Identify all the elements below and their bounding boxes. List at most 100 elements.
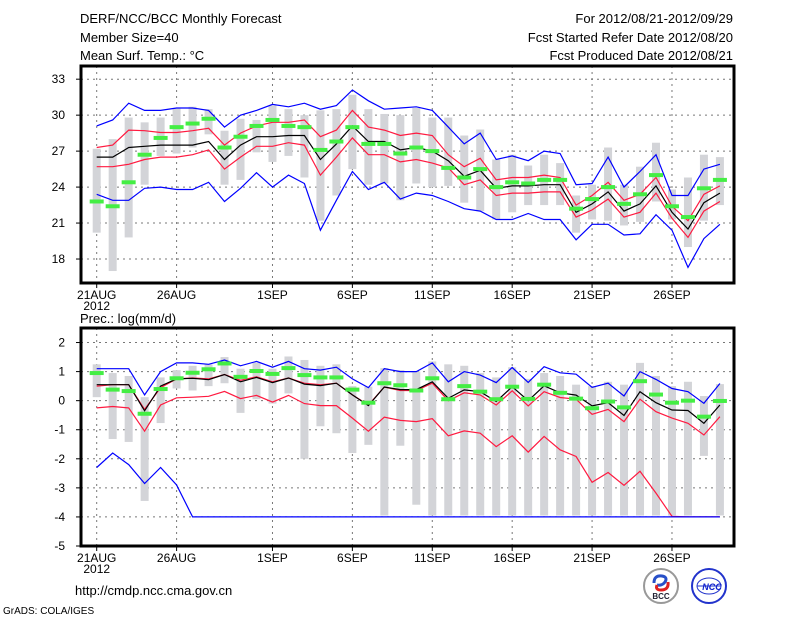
green-marker [105,204,120,209]
green-marker [409,145,424,150]
green-marker [712,398,727,403]
green-marker [121,180,136,185]
green-marker [169,376,184,381]
green-marker [361,400,376,405]
green-marker [201,367,216,372]
y-tick-label: 0 [58,394,65,408]
ensemble-range-bar [332,364,341,434]
y-tick-label: 33 [52,72,66,86]
ncc-logo-text: NCC [702,582,722,592]
plot-frame [79,64,736,285]
ensemble-range-bar [715,384,724,516]
y-tick-label: 1 [58,365,65,379]
y-tick-label: -2 [54,452,65,466]
green-marker [649,173,663,178]
green-marker [137,411,152,416]
green-marker [521,396,536,401]
ensemble-range-bar [92,148,101,233]
x-tick-label: 26AUG [157,288,196,302]
green-marker [617,405,632,410]
y-tick-label: -5 [54,539,65,553]
green-marker [105,387,120,392]
precip-panel-title: Prec.: log(mm/d) [80,311,176,326]
ensemble-range-bar [316,110,325,221]
ensemble-range-bar [236,368,245,413]
ensemble-range-bar [140,397,149,501]
green-marker [169,125,184,130]
green-marker [696,186,711,191]
green-marker [153,387,168,392]
x-year-label: 2012 [83,562,110,576]
green-marker [505,180,520,185]
x-tick-label: 11SEP [414,551,450,565]
green-marker [345,387,360,392]
green-marker [473,389,488,394]
x-tick-label: 26SEP [653,288,690,302]
ensemble-range-bar [220,130,229,185]
green-marker [489,185,504,190]
ensemble-range-bar [364,386,373,445]
ensemble-range-bar [300,359,309,459]
ensemble-range-bar [396,370,405,446]
ncc-logo: NCC [691,568,727,604]
member-size: Member Size=40 [80,30,179,45]
green-marker [585,197,600,202]
y-tick-label: 18 [52,252,66,266]
ensemble-range-bar [683,177,692,248]
green-marker [281,123,296,128]
green-marker [601,185,616,190]
y-tick-label: -3 [54,481,65,495]
green-marker [185,121,200,126]
green-marker [137,152,152,157]
x-tick-label: 21SEP [573,288,610,302]
series-line-mean [96,125,721,230]
ensemble-range-bar [268,368,277,404]
ensemble-range-bar [604,147,613,221]
green-marker [585,406,600,411]
ensemble-range-bar [588,386,597,516]
ensemble-range-bar [460,365,469,516]
ensemble-range-bar [364,109,373,185]
ensemble-range-bar [540,373,549,516]
y-tick-label: 30 [52,108,66,122]
ensemble-range-bar [412,371,421,505]
ensemble-range-bar [156,377,165,424]
green-marker [425,376,440,381]
series-line-max [96,359,721,405]
forecast-period: For 2012/08/21-2012/09/29 [575,11,733,26]
ensemble-range-bar [188,106,197,148]
green-marker [633,192,648,197]
series-line-lower [96,390,720,518]
green-marker [377,381,392,386]
x-tick-label: 21SEP [573,551,610,565]
green-marker [569,206,584,211]
refer-date: Fcst Started Refer Date 2012/08/20 [528,30,733,45]
ensemble-range-bar [268,105,277,162]
green-marker [680,398,695,403]
green-marker [553,177,568,182]
bcc-logo: BCC [643,568,679,604]
ensemble-range-bar [508,367,517,516]
green-marker [537,382,552,387]
precipitation-panel: -5 -4 -3 -2 -1 0 1 2 21AUG 26AUG 1SEP 6SEP 11SEP 16SE… [54,326,736,576]
ensemble-range-bar [492,159,501,220]
x-year-label: 2012 [83,299,110,313]
ensemble-range-bar [348,94,357,170]
green-marker [329,139,344,144]
series-line-max [96,89,721,197]
green-marker [521,181,536,186]
x-tick-label: 11SEP [414,288,450,302]
ensemble-range-bar [460,135,469,203]
ensemble-range-bar [92,364,101,398]
green-marker [425,149,440,154]
x-tick-label: 1SEP [257,551,288,565]
green-marker [217,145,232,150]
x-tick-label: 6SEP [337,551,368,565]
green-marker [457,384,472,389]
green-marker [265,371,280,376]
y-tick-label: -4 [54,510,65,524]
y-tick-label: 27 [52,144,66,158]
source-url[interactable]: http://cmdp.ncc.cma.gov.cn [75,583,232,598]
ensemble-range-bar [604,381,613,516]
